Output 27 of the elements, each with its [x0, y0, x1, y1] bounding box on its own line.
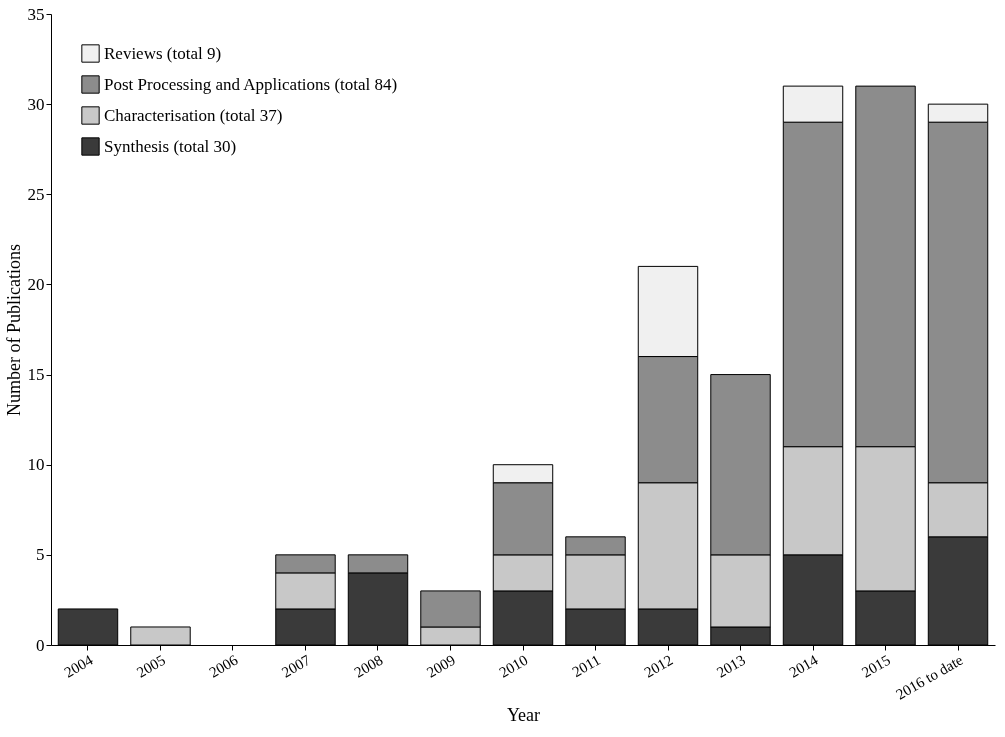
y-tick-label: 20: [27, 274, 45, 294]
y-tick-label: 35: [27, 4, 45, 24]
y-tick-label: 30: [27, 94, 45, 114]
legend-label: Reviews (total 9): [104, 43, 222, 63]
x-tick-label: 2014: [786, 651, 821, 681]
y-tick-label: 5: [36, 545, 45, 565]
x-tick-label: 2005: [134, 651, 168, 681]
x-tick-label: 2013: [714, 651, 749, 681]
x-tick-label: 2010: [496, 651, 531, 681]
y-tick-label: 0: [36, 635, 45, 655]
x-tick-label: 2008: [351, 651, 386, 681]
x-tick-label: 2015: [859, 651, 894, 681]
legend-label: Characterisation (total 37): [104, 105, 283, 125]
x-tick-label: 2009: [424, 651, 458, 681]
x-tick-label: 2006: [206, 651, 241, 681]
x-tick-label: 2011: [569, 651, 603, 681]
x-tick-label: 2012: [641, 651, 676, 681]
y-axis-title: Number of Publications: [3, 244, 24, 416]
x-axis-title: Year: [506, 704, 541, 725]
x-tick-label: 2016 to date: [893, 651, 966, 703]
x-tick-label: 2004: [61, 651, 96, 681]
y-tick-label: 25: [27, 184, 45, 204]
x-tick-label: 2007: [279, 651, 314, 681]
legend-label: Synthesis (total 30): [104, 136, 237, 156]
legend-label: Post Processing and Applications (total 84): [104, 74, 398, 94]
y-tick-label: 10: [27, 455, 45, 475]
y-tick-label: 15: [27, 365, 45, 385]
